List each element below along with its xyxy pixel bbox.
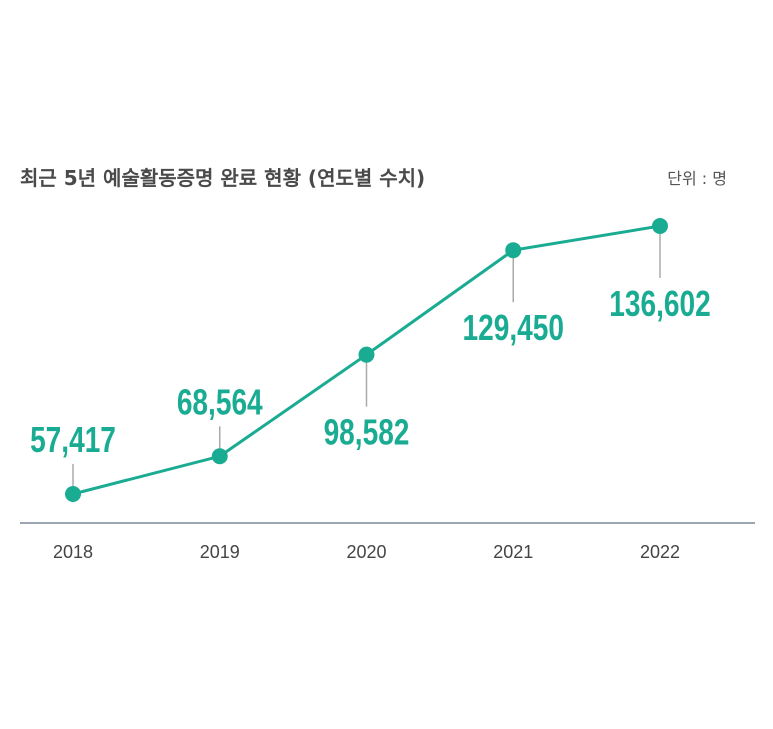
data-point-2020 bbox=[358, 346, 375, 363]
data-points bbox=[65, 218, 668, 502]
data-label-2018: 57,417 bbox=[30, 420, 116, 460]
data-label-2019: 68,564 bbox=[177, 382, 263, 422]
data-point-2018 bbox=[65, 486, 81, 502]
chart-title: 최근 5년 예술활동증명 완료 현황 (연도별 수치) bbox=[20, 166, 425, 190]
data-point-2019 bbox=[211, 448, 228, 465]
x-tick-2022: 2022 bbox=[640, 542, 680, 562]
x-tick-2021: 2021 bbox=[493, 542, 533, 562]
x-tick-2018: 2018 bbox=[53, 542, 93, 562]
data-label-2021: 129,450 bbox=[463, 308, 564, 348]
data-point-2022 bbox=[652, 218, 668, 234]
x-tick-labels: 2018 2019 2020 2021 2022 bbox=[53, 542, 680, 562]
x-tick-2019: 2019 bbox=[200, 542, 240, 562]
unit-label: 단위 : 명 bbox=[667, 169, 727, 188]
data-labels: 57,417 68,564 98,582 129,450 136,602 bbox=[30, 284, 711, 460]
data-point-2021 bbox=[505, 242, 522, 259]
data-label-2020: 98,582 bbox=[324, 412, 410, 452]
x-tick-2020: 2020 bbox=[346, 542, 386, 562]
data-label-2022: 136,602 bbox=[609, 284, 710, 324]
